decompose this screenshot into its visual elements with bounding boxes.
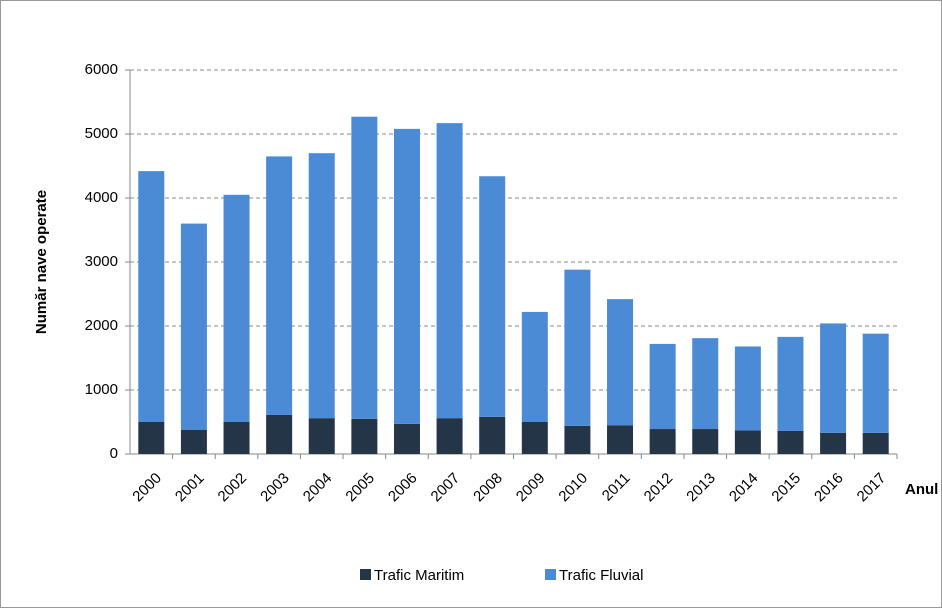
bar-segment	[180, 223, 207, 430]
bar-segment	[607, 425, 634, 454]
bar-segment	[734, 430, 761, 454]
bar-segment	[436, 418, 463, 454]
bar-segment	[521, 311, 548, 422]
bar-segment	[393, 128, 420, 424]
bar-segment	[692, 429, 719, 454]
bar-segment	[266, 156, 293, 415]
y-tick-label: 0	[110, 445, 118, 462]
y-tick-label: 1000	[85, 381, 118, 398]
bar-segment	[266, 414, 293, 454]
bar-segment	[734, 346, 761, 431]
legend-label: Trafic Fluvial	[559, 567, 643, 584]
bar-segment	[607, 299, 634, 426]
bar-segment	[820, 432, 847, 454]
y-axis-label: Număr nave operate	[33, 190, 50, 334]
bar-segment	[479, 176, 506, 417]
bar-segment	[308, 153, 335, 419]
bar-segment	[308, 418, 335, 454]
bar-segment	[436, 123, 463, 419]
bar-segment	[351, 116, 378, 419]
bar-segment	[223, 194, 250, 422]
bar-segment	[777, 430, 804, 454]
bar-segment	[862, 333, 889, 433]
y-tick-label: 5000	[85, 125, 118, 142]
bar-segment	[138, 422, 165, 454]
bar-segment	[521, 422, 548, 454]
y-tick-label: 2000	[85, 317, 118, 334]
bar-segment	[820, 323, 847, 433]
bar-segment	[649, 429, 676, 454]
bar-segment	[777, 336, 804, 431]
legend-swatch	[360, 569, 371, 580]
bar-segment	[351, 418, 378, 454]
bar-segment	[692, 338, 719, 430]
legend-swatch	[545, 569, 556, 580]
bar-segment	[180, 429, 207, 454]
bar-segment	[223, 422, 250, 454]
bar-segment	[479, 416, 506, 454]
bar-segment	[862, 432, 889, 454]
bar-segment	[393, 423, 420, 454]
bar-segment	[564, 425, 591, 454]
y-tick-label: 6000	[85, 61, 118, 78]
y-tick-label: 3000	[85, 253, 118, 270]
legend-label: Trafic Maritim	[374, 567, 464, 584]
bar-segment	[564, 269, 591, 426]
bar-segment	[649, 343, 676, 430]
y-tick-label: 4000	[85, 189, 118, 206]
bar-segment	[138, 171, 165, 422]
x-axis-label: Anul	[905, 481, 938, 498]
